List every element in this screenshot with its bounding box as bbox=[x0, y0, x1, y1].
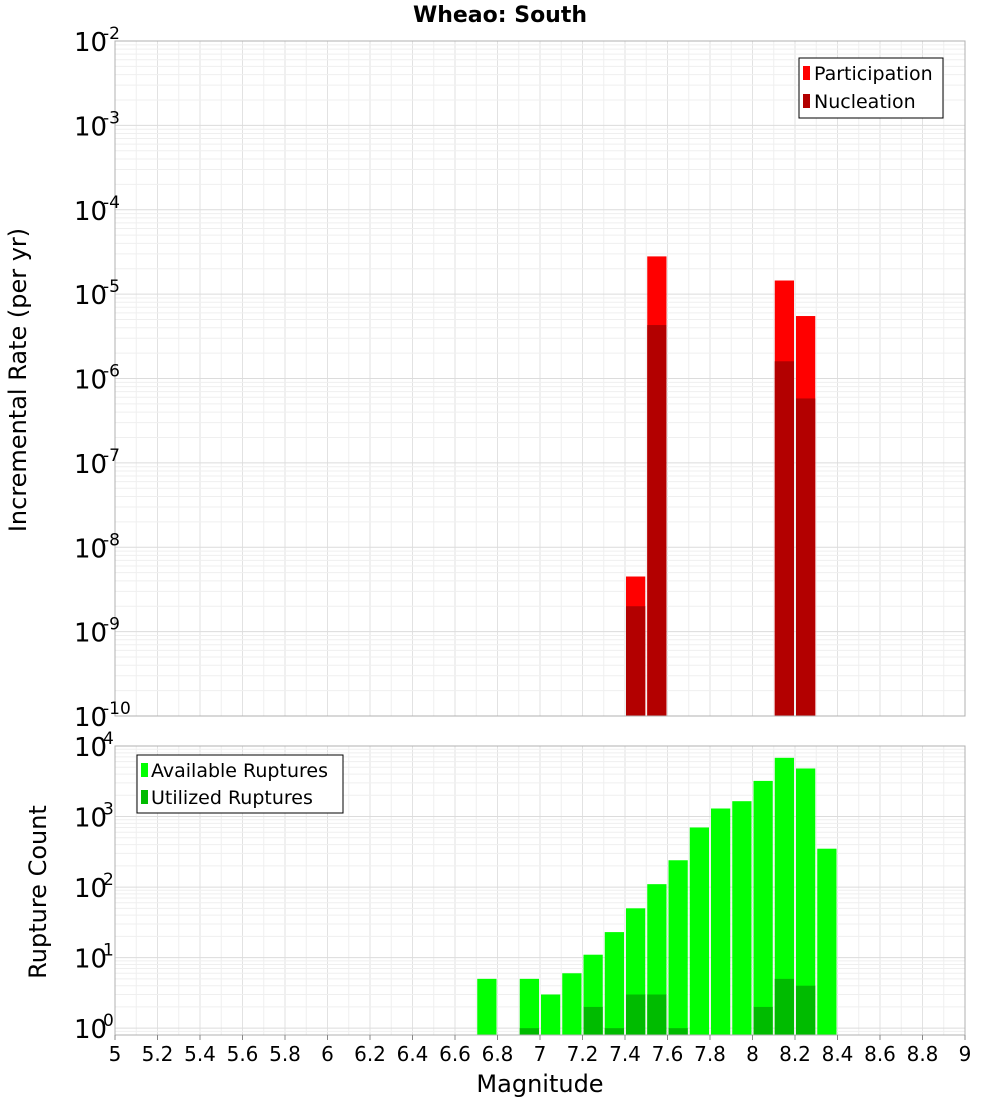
bottom-y-tick-label: 10 bbox=[74, 733, 107, 763]
top-legend-box bbox=[798, 57, 944, 119]
bottom-y-tick-exponent: 3 bbox=[103, 800, 114, 820]
bottom-y-tick-label: 10 bbox=[74, 804, 107, 834]
bottom-y-tick-label: 10 bbox=[74, 874, 107, 904]
bottom-bar-available-ruptures bbox=[711, 808, 731, 1035]
bottom-bar-available-ruptures bbox=[774, 757, 794, 1035]
legend-swatch-available bbox=[141, 763, 148, 777]
top-bar-nucleation bbox=[647, 325, 667, 716]
top-y-tick-label: 10 bbox=[74, 619, 107, 649]
chart-title: Wheao: South bbox=[413, 3, 587, 28]
top-y-tick-label: 10 bbox=[74, 281, 107, 311]
x-tick-label: 8.4 bbox=[822, 1042, 854, 1066]
legend-swatch-nucleation bbox=[803, 94, 810, 108]
bottom-bar-utilized-ruptures bbox=[583, 1006, 603, 1035]
x-tick-label: 5.6 bbox=[227, 1042, 259, 1066]
top-y-tick-label: 10 bbox=[74, 197, 107, 227]
legend-label-utilized: Utilized Ruptures bbox=[151, 787, 313, 809]
bottom-y-tick-label: 10 bbox=[74, 945, 107, 975]
x-tick-label: 5.8 bbox=[269, 1042, 301, 1066]
bottom-plot-bars bbox=[477, 757, 837, 1035]
bottom-bar-utilized-ruptures bbox=[647, 994, 667, 1035]
x-tick-label: 9 bbox=[959, 1042, 972, 1066]
top-y-tick-exponent: -9 bbox=[103, 615, 120, 635]
bottom-bar-available-ruptures bbox=[689, 827, 709, 1035]
x-tick-label: 6 bbox=[321, 1042, 334, 1066]
top-y-tick-exponent: -8 bbox=[103, 530, 120, 550]
bottom-y-tick-exponent: 1 bbox=[103, 941, 114, 961]
x-tick-label: 6.6 bbox=[439, 1042, 471, 1066]
x-tick-label: 6.2 bbox=[354, 1042, 386, 1066]
top-y-tick-exponent: -7 bbox=[103, 446, 120, 466]
top-y-tick-label: 10 bbox=[74, 450, 107, 480]
bottom-bar-utilized-ruptures bbox=[519, 1028, 539, 1035]
top-y-tick-exponent: -3 bbox=[103, 108, 120, 128]
top-y-tick-exponent: -4 bbox=[103, 193, 120, 213]
bottom-bar-available-ruptures bbox=[519, 978, 539, 1035]
bottom-bar-utilized-ruptures bbox=[796, 985, 816, 1035]
legend-swatch-utilized bbox=[141, 790, 148, 804]
bottom-bar-available-ruptures bbox=[753, 780, 773, 1035]
x-tick-label: 7.4 bbox=[609, 1042, 641, 1066]
bottom-bar-available-ruptures bbox=[668, 860, 688, 1035]
top-y-tick-exponent: -6 bbox=[103, 362, 120, 382]
top-y-tick-exponent: -5 bbox=[103, 277, 120, 297]
top-bar-nucleation bbox=[626, 606, 646, 716]
bottom-legend-box bbox=[136, 754, 344, 814]
legend-label-participation: Participation bbox=[814, 63, 933, 85]
top-y-tick-label: 10 bbox=[74, 28, 107, 58]
top-y-tick-exponent: -10 bbox=[103, 699, 131, 719]
top-plot-bars bbox=[626, 256, 816, 716]
x-tick-label: 7.2 bbox=[567, 1042, 599, 1066]
bottom-legend: Available Ruptures Utilized Ruptures bbox=[136, 754, 344, 814]
x-tick-label: 5.4 bbox=[184, 1042, 216, 1066]
bottom-bar-available-ruptures bbox=[817, 848, 837, 1035]
bottom-bar-available-ruptures bbox=[732, 801, 752, 1035]
top-y-tick-label: 10 bbox=[74, 366, 107, 396]
bottom-bar-available-ruptures bbox=[562, 973, 582, 1035]
bottom-y-tick-exponent: 4 bbox=[103, 729, 114, 749]
x-tick-label: 8.2 bbox=[779, 1042, 811, 1066]
bottom-bar-utilized-ruptures bbox=[774, 978, 794, 1035]
legend-swatch-participation bbox=[803, 66, 810, 80]
top-y-tick-exponent: -2 bbox=[103, 24, 120, 44]
x-axis-label: Magnitude bbox=[476, 1070, 603, 1098]
bottom-y-tick-exponent: 2 bbox=[103, 870, 114, 890]
bottom-x-ticks: 5 5.2 5.4 5.6 5.8 6 6.2 6.4 6.6 6.8 7 7.2 7.4 7.6 7.8 8… bbox=[109, 1035, 972, 1066]
bottom-bar-available-ruptures bbox=[541, 994, 561, 1035]
top-y-tick-label: 10 bbox=[74, 112, 107, 142]
bottom-bar-available-ruptures bbox=[796, 768, 816, 1035]
legend-label-nucleation: Nucleation bbox=[814, 91, 916, 113]
top-plot-grid bbox=[114, 40, 966, 717]
bottom-bar-utilized-ruptures bbox=[604, 1028, 624, 1035]
top-y-axis-label: Incremental Rate (per yr) bbox=[4, 228, 32, 532]
bottom-bar-available-ruptures bbox=[477, 978, 497, 1035]
bottom-bar-available-ruptures bbox=[604, 932, 624, 1035]
top-y-tick-label: 10 bbox=[74, 703, 107, 733]
x-tick-label: 8 bbox=[746, 1042, 759, 1066]
x-tick-label: 8.6 bbox=[864, 1042, 896, 1066]
bottom-y-axis-label: Rupture Count bbox=[24, 805, 52, 979]
x-tick-label: 7 bbox=[534, 1042, 547, 1066]
bottom-y-tick-exponent: 0 bbox=[103, 1011, 114, 1031]
legend-label-available: Available Ruptures bbox=[151, 760, 328, 782]
top-bar-nucleation bbox=[796, 398, 816, 716]
x-tick-label: 6.4 bbox=[397, 1042, 429, 1066]
x-tick-label: 7.6 bbox=[652, 1042, 684, 1066]
x-tick-label: 7.8 bbox=[694, 1042, 726, 1066]
x-tick-label: 6.8 bbox=[482, 1042, 514, 1066]
bottom-bar-utilized-ruptures bbox=[753, 1006, 773, 1035]
top-bar-nucleation bbox=[774, 361, 794, 716]
top-plot-frame bbox=[114, 40, 966, 717]
top-legend: Participation Nucleation bbox=[798, 57, 944, 119]
bottom-bar-utilized-ruptures bbox=[668, 1028, 688, 1035]
bottom-bar-utilized-ruptures bbox=[626, 994, 646, 1035]
bottom-y-tick-label: 10 bbox=[74, 1015, 107, 1045]
top-y-tick-label: 10 bbox=[74, 534, 107, 564]
x-tick-label: 5.2 bbox=[142, 1042, 174, 1066]
x-tick-label: 5 bbox=[109, 1042, 122, 1066]
x-tick-label: 8.8 bbox=[907, 1042, 939, 1066]
